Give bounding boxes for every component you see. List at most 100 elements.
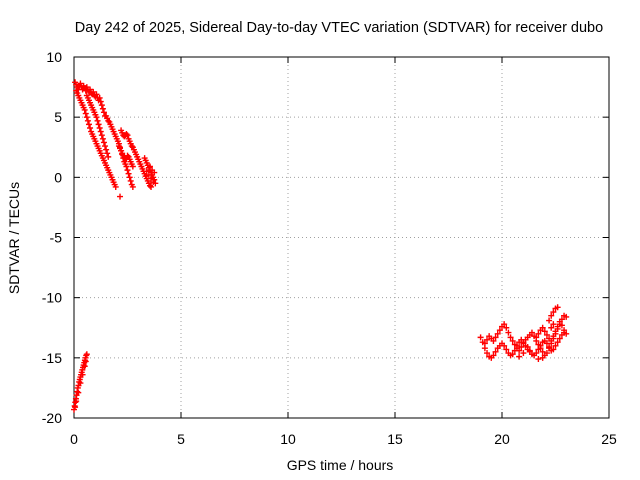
data-point: [561, 329, 568, 336]
data-point: [501, 342, 508, 349]
data-point: [77, 80, 84, 87]
data-point: [82, 110, 89, 117]
data-point: [82, 358, 89, 365]
data-point: [520, 350, 527, 357]
data-point: [481, 340, 488, 347]
data-point: [507, 334, 514, 341]
data-series: [71, 79, 570, 413]
data-point: [496, 327, 503, 334]
y-tick-label: -5: [50, 230, 63, 246]
data-point: [148, 183, 155, 190]
data-point: [72, 404, 79, 411]
data-point: [558, 322, 565, 329]
data-point: [100, 139, 107, 146]
data-point: [509, 351, 516, 358]
data-point: [124, 132, 131, 139]
chart-title: Day 242 of 2025, Sidereal Day-to-day VTE…: [75, 20, 603, 36]
data-point: [550, 333, 557, 340]
data-point: [143, 168, 150, 175]
data-point: [537, 345, 544, 352]
data-point: [552, 342, 559, 349]
data-point: [543, 331, 550, 338]
data-point: [84, 117, 91, 124]
data-point: [103, 146, 110, 153]
data-point: [516, 347, 523, 354]
data-point: [97, 98, 104, 105]
data-point: [494, 330, 501, 337]
data-point: [546, 345, 553, 352]
data-point: [554, 339, 561, 346]
data-point: [539, 354, 546, 361]
data-point: [541, 328, 548, 335]
data-point: [96, 124, 103, 131]
data-point: [126, 174, 133, 181]
data-point: [99, 105, 106, 112]
data-point: [148, 175, 155, 182]
data-point: [490, 337, 497, 344]
data-point: [96, 94, 103, 101]
data-point: [548, 324, 555, 331]
data-point: [83, 351, 90, 358]
y-axis-label: SDTVAR / TECUs: [6, 182, 22, 294]
data-point: [484, 336, 491, 343]
data-point: [505, 329, 512, 336]
data-point: [533, 334, 540, 341]
y-tick-label: 0: [54, 169, 62, 185]
data-point: [539, 324, 546, 331]
data-point: [509, 337, 516, 344]
data-point: [123, 163, 130, 170]
data-point: [112, 183, 119, 190]
data-point: [124, 167, 131, 174]
data-point: [125, 170, 132, 177]
data-point: [83, 114, 90, 121]
data-point: [123, 131, 130, 138]
data-point: [127, 177, 134, 184]
data-point: [151, 169, 158, 176]
data-point: [503, 346, 510, 353]
data-point: [75, 389, 82, 396]
y-axis: -20 -15 -10 -5 0 5 10: [42, 49, 609, 426]
grid: [74, 57, 609, 418]
data-point: [104, 150, 111, 157]
data-point: [520, 340, 527, 347]
y-tick-label: -10: [42, 290, 62, 306]
data-point: [105, 117, 112, 124]
data-point: [535, 341, 542, 348]
x-axis-label: GPS time / hours: [287, 457, 394, 473]
data-point: [484, 350, 491, 357]
data-point: [93, 91, 100, 98]
y-tick-label: -20: [42, 410, 62, 426]
data-point: [94, 117, 101, 124]
data-point: [98, 102, 105, 109]
data-point: [73, 398, 80, 405]
data-point: [100, 109, 107, 116]
data-point: [90, 88, 97, 95]
data-point: [105, 153, 112, 160]
data-point: [516, 353, 523, 360]
data-point: [99, 135, 106, 142]
data-point: [554, 304, 561, 311]
data-point: [87, 124, 94, 131]
data-point: [81, 106, 88, 113]
data-point: [563, 313, 570, 320]
x-tick-label: 20: [494, 431, 510, 447]
data-point: [535, 356, 542, 363]
data-point: [77, 380, 84, 387]
data-point: [492, 334, 499, 341]
x-tick-label: 0: [70, 431, 78, 447]
data-point: [128, 143, 135, 150]
data-point: [98, 132, 105, 139]
data-point: [93, 114, 100, 121]
data-point: [528, 329, 535, 336]
data-point: [102, 143, 109, 150]
data-point: [526, 347, 533, 354]
data-point: [129, 183, 136, 190]
data-point: [535, 330, 542, 337]
x-tick-label: 10: [280, 431, 296, 447]
x-tick-label: 25: [601, 431, 617, 447]
data-point: [146, 182, 153, 189]
data-point: [539, 348, 546, 355]
y-tick-label: -15: [42, 350, 62, 366]
data-point: [81, 363, 88, 370]
